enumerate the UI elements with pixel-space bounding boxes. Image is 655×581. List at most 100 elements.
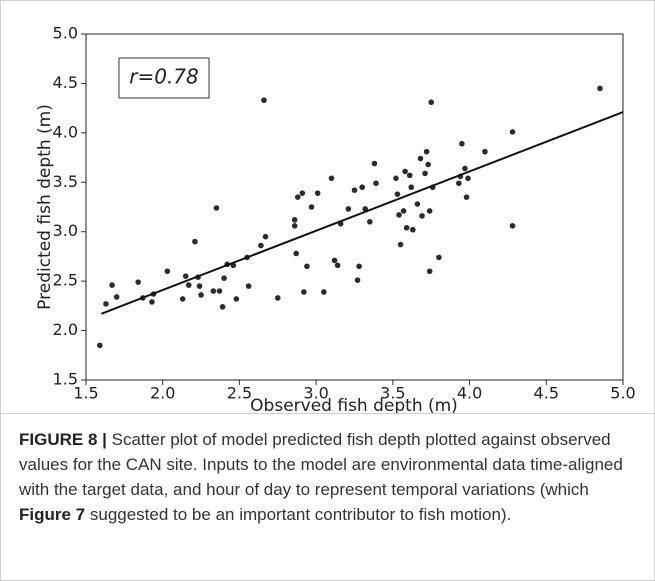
x-tick-label: 4.0	[457, 384, 482, 403]
point	[291, 222, 298, 229]
x-tick-label: 4.5	[534, 384, 559, 403]
point	[221, 275, 227, 281]
point	[402, 168, 408, 175]
point	[509, 222, 516, 229]
caption: FIGURE 8 | Scatter plot of model predict…	[19, 427, 641, 527]
caption-text: Scatter plot of model predicted fish dep…	[19, 430, 623, 499]
point	[192, 238, 198, 245]
point	[185, 282, 192, 288]
x-tick-label: 3.0	[303, 384, 328, 403]
point	[345, 206, 352, 212]
x-tick-label: 5.0	[610, 384, 635, 403]
point	[258, 242, 264, 249]
point	[304, 263, 310, 270]
point	[459, 140, 465, 147]
point	[354, 277, 361, 283]
point	[334, 262, 341, 269]
point	[109, 282, 115, 288]
point	[164, 268, 171, 275]
point	[113, 294, 120, 300]
point	[97, 342, 103, 349]
x-tick-label: 2.5	[227, 384, 252, 403]
point	[425, 161, 431, 168]
point	[397, 241, 404, 248]
plot-frame	[85, 33, 624, 381]
x-tick-label: 1.5	[73, 384, 98, 403]
caption-ref: Figure 7	[19, 505, 86, 524]
point	[179, 296, 186, 302]
chart: r=0.78 Observed fish depth (m) Predicted…	[35, 24, 636, 417]
y-tick-label: 4.5	[53, 73, 78, 92]
point	[213, 205, 220, 211]
point	[149, 299, 155, 305]
y-tick-label: 3.5	[53, 172, 78, 191]
point	[371, 160, 378, 167]
point	[426, 268, 433, 275]
point	[308, 204, 315, 210]
point	[426, 208, 433, 214]
point	[233, 296, 240, 302]
point	[356, 263, 362, 270]
y-axis-label: Predicted fish depth (m)	[35, 104, 55, 310]
point	[293, 250, 299, 257]
point	[400, 208, 407, 214]
point	[351, 187, 358, 193]
annotation-box	[118, 57, 210, 99]
point	[196, 283, 203, 289]
y-tick-label: 2.5	[53, 271, 78, 290]
point	[216, 288, 223, 294]
point	[403, 224, 410, 231]
point	[321, 289, 327, 295]
point	[597, 85, 603, 92]
point	[428, 99, 435, 106]
point	[331, 257, 338, 264]
point	[463, 194, 470, 200]
caption-text: suggested to be an important contributor…	[89, 505, 512, 524]
point	[422, 170, 428, 177]
y-tick-label: 1.5	[53, 370, 78, 389]
point	[367, 219, 373, 225]
annotation: r=0.78	[129, 65, 199, 89]
y-tick-label: 2.0	[53, 320, 78, 339]
point	[291, 217, 298, 223]
point	[328, 175, 335, 182]
x-axis-label: Observed fish depth (m)	[250, 396, 458, 413]
y-tick-label: 5.0	[53, 24, 78, 43]
point	[135, 279, 141, 285]
point	[299, 190, 306, 196]
point	[406, 172, 413, 179]
point	[465, 175, 471, 182]
point	[482, 148, 488, 155]
x-tick-label: 2.0	[150, 384, 175, 403]
point	[396, 212, 402, 218]
point	[314, 190, 321, 196]
point	[294, 194, 301, 200]
caption-label: FIGURE 8 |	[19, 430, 107, 449]
y-tick-label: 4.0	[53, 122, 78, 141]
point	[417, 155, 424, 162]
point	[301, 289, 307, 295]
point	[103, 301, 109, 307]
point	[423, 148, 430, 155]
x-tick-label: 3.5	[380, 384, 405, 403]
point	[274, 295, 281, 301]
point	[408, 184, 415, 191]
point	[182, 273, 189, 280]
point	[262, 233, 269, 240]
point	[219, 304, 226, 310]
point	[210, 288, 217, 294]
point	[436, 254, 442, 261]
y-tick-label: 3.0	[53, 221, 78, 240]
point	[198, 292, 204, 298]
separator	[1, 413, 654, 414]
point	[245, 283, 252, 289]
point	[394, 191, 401, 197]
point	[359, 184, 365, 191]
point	[373, 180, 379, 187]
point	[414, 201, 421, 207]
point	[393, 175, 399, 182]
fit-line	[100, 111, 624, 315]
point	[261, 97, 267, 104]
point	[462, 165, 468, 172]
